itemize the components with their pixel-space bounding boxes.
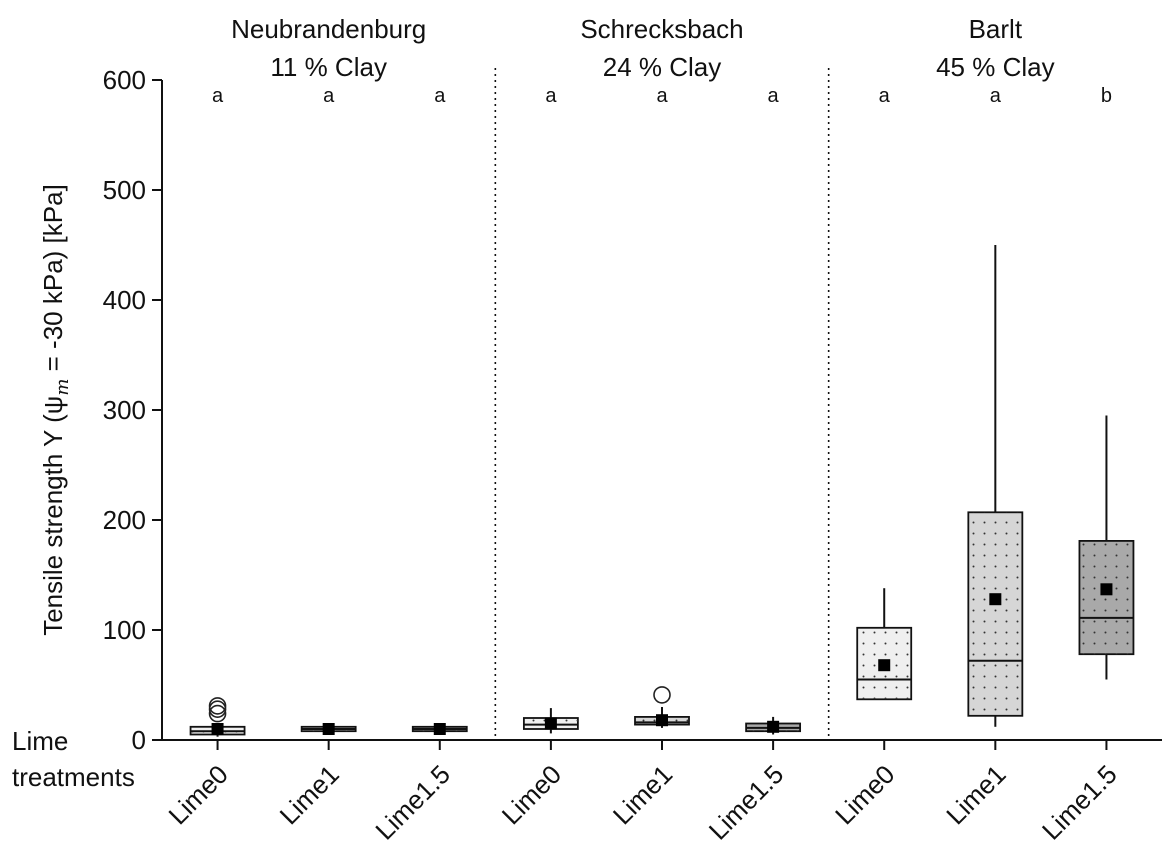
panel-clay-subtitle: 45 % Clay xyxy=(936,52,1055,82)
x-tick-label: Lime0 xyxy=(163,759,234,830)
group-lime0: a Lime0 xyxy=(496,85,579,830)
group-lime0: a Lime0 xyxy=(163,85,246,830)
mean-marker xyxy=(878,659,891,672)
mean-marker xyxy=(767,720,780,733)
box-pattern xyxy=(1079,540,1134,655)
y-axis-title-tail: = -30 kPa) [kPa] xyxy=(38,184,68,378)
x-tick-label: Lime0 xyxy=(829,759,900,830)
mean-marker xyxy=(989,593,1002,606)
panel-site-title: Neubrandenburg xyxy=(231,14,426,44)
significance-letter: b xyxy=(1101,85,1112,107)
x-axis-title-line2: treatments xyxy=(12,762,135,792)
significance-letter: a xyxy=(323,85,335,107)
x-tick-label: Lime1.5 xyxy=(1036,759,1123,846)
x-axis-title-line1: Lime xyxy=(12,726,68,756)
y-axis-title-sub: m xyxy=(52,379,73,396)
group-lime1.5: a Lime1.5 xyxy=(369,85,468,846)
mean-marker xyxy=(433,723,446,735)
outlier-point xyxy=(208,700,227,719)
x-tick-label: Lime1.5 xyxy=(369,759,456,846)
x-tick-label: Lime1 xyxy=(607,759,678,830)
y-tick-label: 0 xyxy=(132,725,146,755)
y-tick-label: 300 xyxy=(103,395,146,425)
panel-clay-subtitle: 24 % Clay xyxy=(603,52,722,82)
panel-site-title: Schrecksbach xyxy=(580,14,743,44)
y-tick-label: 100 xyxy=(103,615,146,645)
y-axis-title-main: Tensile strength Y (ψ xyxy=(38,396,68,636)
x-tick-label: Lime1.5 xyxy=(703,759,790,846)
mean-marker xyxy=(211,723,224,735)
group-lime0: a Lime0 xyxy=(829,85,913,830)
mean-marker xyxy=(656,714,668,727)
panel-neubrandenburg: Neubrandenburg 11 % Clay a Lime0 a Lime1 a Lime… xyxy=(163,14,468,846)
significance-letter: a xyxy=(879,85,891,107)
significance-letter: a xyxy=(768,85,780,107)
mean-marker xyxy=(544,717,557,730)
group-lime1: a Lime1 xyxy=(607,85,690,830)
panel-clay-subtitle: 11 % Clay xyxy=(270,52,387,82)
group-lime1.5: b Lime1.5 xyxy=(1036,85,1135,846)
outlier-point xyxy=(653,686,671,704)
y-tick-label: 600 xyxy=(103,65,146,95)
y-tick-label: 400 xyxy=(103,285,146,315)
box-pattern xyxy=(968,512,1023,716)
group-lime1: a Lime1 xyxy=(274,85,357,830)
group-lime1: a Lime1 xyxy=(940,85,1024,830)
significance-letter: a xyxy=(212,85,224,107)
group-lime1.5: a Lime1.5 xyxy=(703,85,802,846)
outlier-point xyxy=(208,704,227,723)
y-tick-label: 200 xyxy=(103,505,146,535)
x-tick-label: Lime0 xyxy=(496,759,567,830)
outlier-point xyxy=(208,697,227,715)
y-tick-label: 500 xyxy=(103,175,146,205)
panel-schrecksbach: Schrecksbach 24 % Clay a Lime0 a Lime1 a Lime1.… xyxy=(494,14,802,846)
x-tick-label: Lime1 xyxy=(274,759,345,830)
panel-site-title: Barlt xyxy=(969,14,1023,44)
panel-barlt: Barlt 45 % Clay a Lime0 a Lime1 b Lime1.5 xyxy=(827,14,1135,846)
mean-marker xyxy=(322,723,335,735)
panels: Neubrandenburg 11 % Clay a Lime0 a Lime1 a Lime… xyxy=(163,14,1135,846)
mean-marker xyxy=(1100,583,1113,596)
significance-letter: a xyxy=(990,85,1002,107)
y-axis-title: Tensile strength Y (ψm = -30 kPa) [kPa] xyxy=(38,184,73,636)
x-tick-label: Lime1 xyxy=(940,759,1011,830)
y-ticks: 0 100 200 300 400 500 600 xyxy=(103,65,162,755)
significance-letter: a xyxy=(434,85,446,107)
significance-letter: a xyxy=(656,85,668,107)
significance-letter: a xyxy=(545,85,557,107)
